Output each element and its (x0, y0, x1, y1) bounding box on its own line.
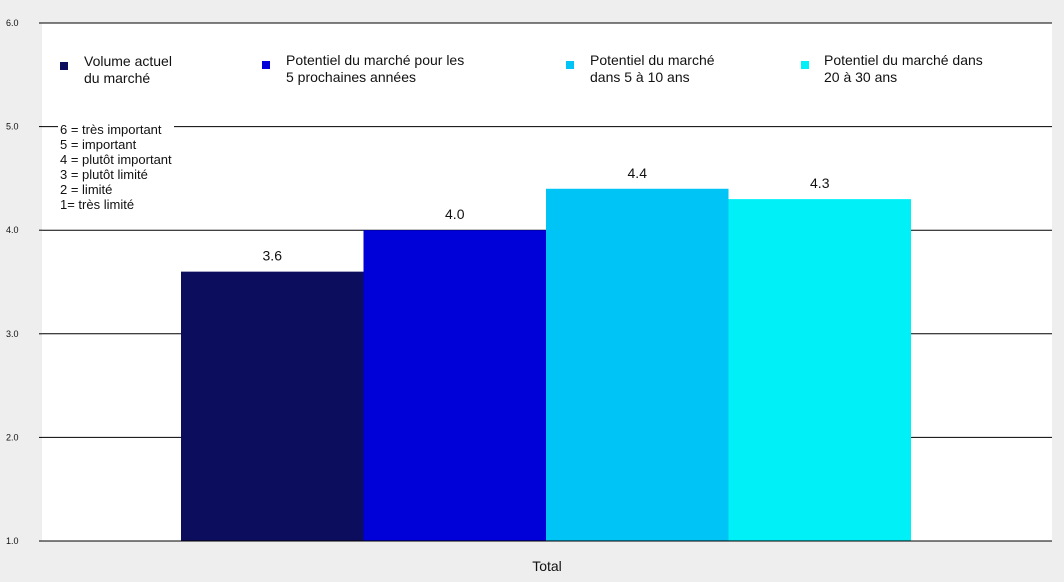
data-label: 4.4 (628, 165, 648, 181)
legend-label: Potentiel du marché pour les 5 prochaines… (286, 52, 464, 86)
legend-label-line: du marché (84, 70, 151, 86)
legend-swatch (60, 62, 68, 70)
legend-label-line: 20 à 30 ans (824, 69, 898, 85)
scale-note: 6 = très important 5 = important 4 = plu… (58, 122, 174, 212)
scale-note-line: 4 = plutôt important (60, 152, 172, 167)
y-tick-label: 4.0 (6, 225, 19, 235)
y-tick-label: 5.0 (6, 122, 19, 132)
legend-swatch (566, 61, 574, 69)
legend-label-line: 5 prochaines années (286, 69, 416, 85)
legend-label-line: Volume actuel (84, 53, 172, 69)
legend-label-line: Potentiel du marché dans (824, 52, 983, 68)
data-label: 3.6 (263, 248, 283, 264)
legend-label-line: dans 5 à 10 ans (590, 69, 690, 85)
y-tick-label: 6.0 (6, 18, 19, 28)
y-tick-label: 1.0 (6, 536, 19, 546)
scale-note-line: 3 = plutôt limité (60, 167, 148, 182)
y-tick-label: 2.0 (6, 432, 19, 442)
scale-note-line: 5 = important (60, 137, 137, 152)
y-axis-ticks: 1.0 2.0 3.0 4.0 5.0 6.0 (6, 18, 42, 546)
legend-label-line: Potentiel du marché pour les (286, 52, 465, 68)
bars: 3.6 4.0 4.4 4.3 (181, 165, 911, 541)
data-label: 4.0 (445, 206, 465, 222)
y-tick-label: 3.0 (6, 329, 19, 339)
scale-note-line: 1= très limité (60, 197, 135, 212)
legend-label: Volume actuel du marché (84, 53, 172, 87)
legend-swatch (801, 61, 809, 69)
legend-item: Potentiel du marché dans 20 à 30 ans (796, 46, 1024, 94)
data-label: 4.3 (810, 175, 830, 191)
legend-swatch (262, 61, 270, 69)
x-axis-label: Total (532, 558, 562, 574)
legend-label-line: Potentiel du marché (590, 52, 715, 68)
bar (363, 230, 546, 541)
scale-note-line: 2 = limité (60, 182, 113, 197)
legend-label: Potentiel du marché dans 5 à 10 ans (590, 52, 715, 86)
bar (546, 188, 729, 541)
scale-note-line: 6 = très important (60, 122, 162, 137)
bar (728, 199, 911, 541)
bar (181, 271, 364, 541)
legend-label: Potentiel du marché dans 20 à 30 ans (824, 52, 983, 86)
